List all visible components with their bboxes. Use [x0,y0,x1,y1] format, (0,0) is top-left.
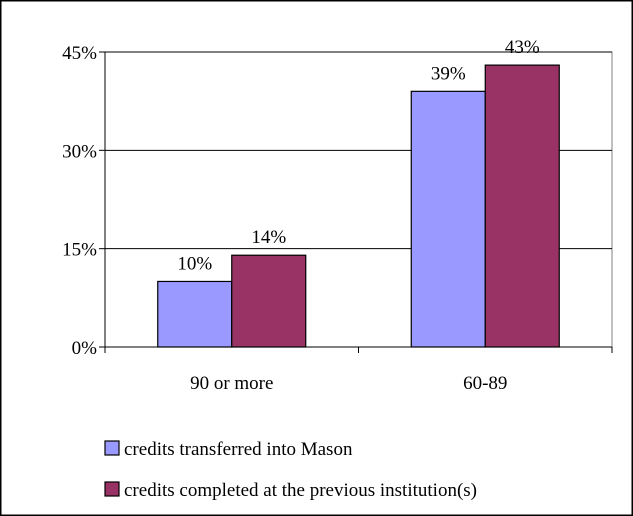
bar-completed [231,254,307,348]
x-category-label: 90 or more [190,373,273,394]
data-label: 43% [505,37,540,58]
x-category-label: 60-89 [463,373,507,394]
legend-swatch [104,440,120,456]
data-label: 10% [177,253,212,274]
legend-label: credits transferred into Mason [124,439,353,460]
bar-transferred [410,90,486,348]
y-tick-label: 30% [62,141,97,162]
y-tick-label: 45% [62,43,97,64]
y-tick-label: 15% [62,240,97,261]
legend-label: credits completed at the previous instit… [124,480,477,501]
bar-completed [484,64,560,348]
y-tick-label: 0% [72,338,98,359]
bar-transferred [157,280,233,348]
legend-swatch [104,481,120,497]
data-label: 14% [251,227,286,248]
data-label: 39% [431,63,466,84]
